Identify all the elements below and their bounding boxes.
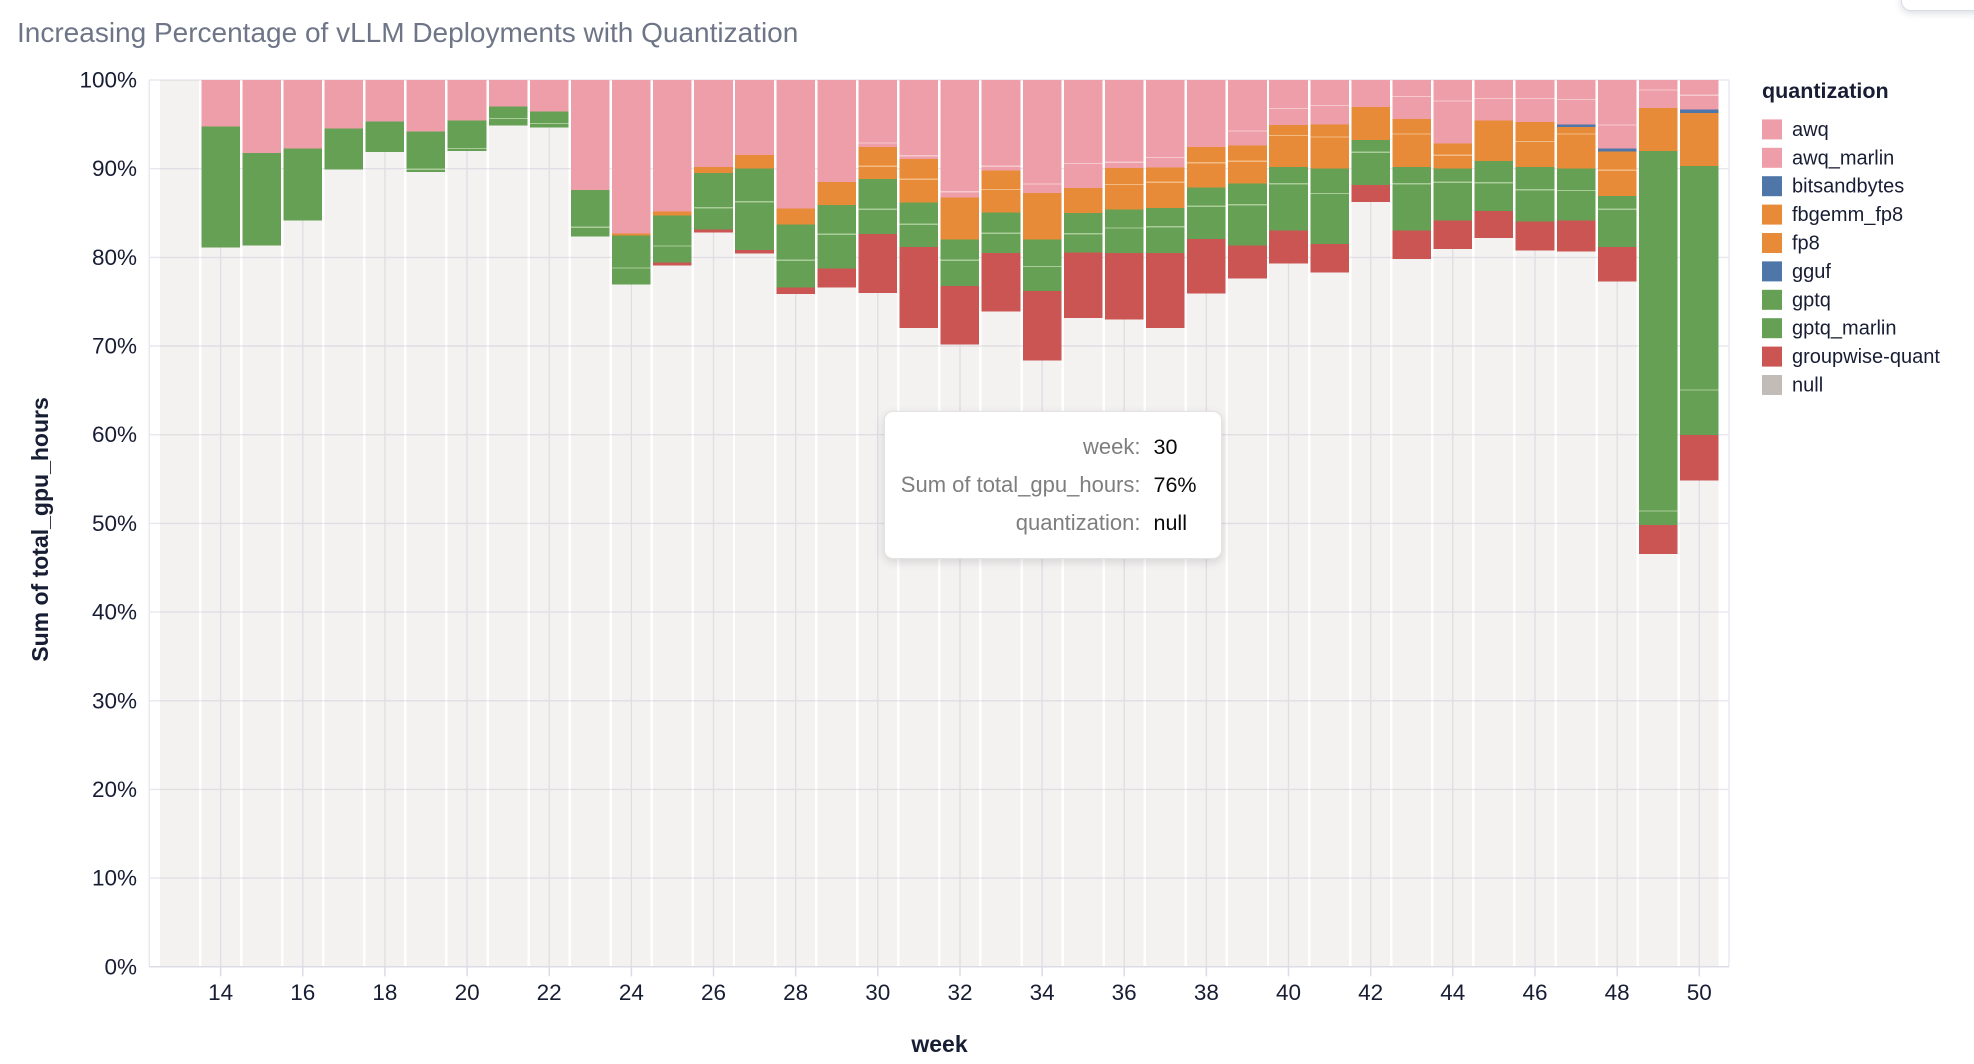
- svg-text:gptq: gptq: [1792, 289, 1831, 311]
- svg-text:bitsandbytes: bitsandbytes: [1792, 176, 1904, 198]
- svg-text:70%: 70%: [92, 334, 137, 359]
- svg-text:60%: 60%: [92, 422, 137, 447]
- svg-text:26: 26: [701, 980, 726, 1005]
- svg-text:46: 46: [1522, 980, 1547, 1005]
- svg-text:20%: 20%: [92, 777, 137, 802]
- svg-text:50%: 50%: [92, 511, 137, 536]
- svg-text:fbgemm_fp8: fbgemm_fp8: [1792, 204, 1903, 226]
- svg-text:20: 20: [455, 980, 480, 1005]
- svg-text:80%: 80%: [92, 245, 137, 270]
- svg-text:16: 16: [290, 980, 315, 1005]
- svg-text:quantization: quantization: [1762, 79, 1889, 103]
- svg-text:48: 48: [1605, 980, 1630, 1005]
- svg-text:gptq_marlin: gptq_marlin: [1792, 318, 1897, 340]
- svg-text:32: 32: [947, 980, 972, 1005]
- svg-text:10%: 10%: [92, 866, 137, 891]
- svg-text:28: 28: [783, 980, 808, 1005]
- svg-text:30: 30: [865, 980, 890, 1005]
- svg-text:awq_marlin: awq_marlin: [1792, 147, 1894, 169]
- svg-text:40%: 40%: [92, 600, 137, 625]
- svg-text:groupwise-quant: groupwise-quant: [1792, 346, 1940, 368]
- svg-text:40: 40: [1276, 980, 1301, 1005]
- svg-text:34: 34: [1030, 980, 1055, 1005]
- svg-text:0%: 0%: [104, 954, 137, 979]
- svg-text:week: week: [910, 1031, 967, 1057]
- svg-text:14: 14: [208, 980, 233, 1005]
- svg-text:30%: 30%: [92, 688, 137, 713]
- svg-text:24: 24: [619, 980, 644, 1005]
- svg-text:50: 50: [1687, 980, 1712, 1005]
- svg-text:awq: awq: [1792, 119, 1829, 141]
- svg-text:36: 36: [1112, 980, 1137, 1005]
- svg-text:90%: 90%: [92, 156, 137, 181]
- svg-text:18: 18: [372, 980, 397, 1005]
- svg-text:42: 42: [1358, 980, 1383, 1005]
- svg-text:null: null: [1792, 375, 1823, 397]
- svg-text:44: 44: [1440, 980, 1465, 1005]
- svg-text:gguf: gguf: [1792, 261, 1831, 283]
- svg-text:fp8: fp8: [1792, 233, 1820, 255]
- svg-text:Sum of total_gpu_hours: Sum of total_gpu_hours: [27, 397, 53, 662]
- svg-text:38: 38: [1194, 980, 1219, 1005]
- svg-text:22: 22: [537, 980, 562, 1005]
- svg-text:100%: 100%: [79, 68, 137, 93]
